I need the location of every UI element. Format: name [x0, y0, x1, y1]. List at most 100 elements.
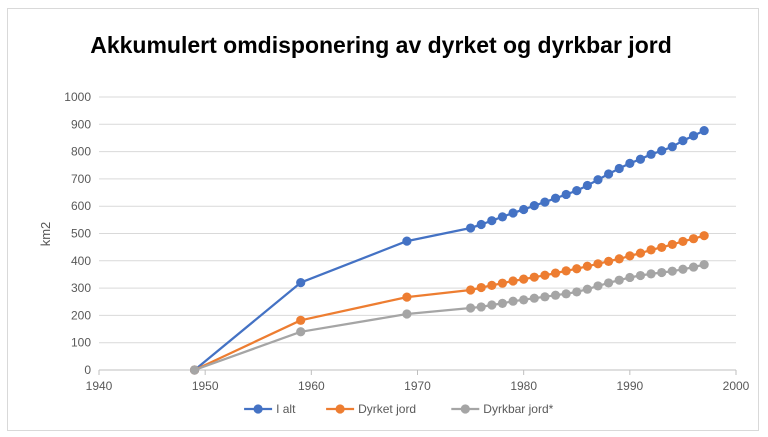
data-point — [189, 365, 200, 375]
data-point — [540, 270, 550, 280]
y-tick-label: 600 — [71, 199, 91, 213]
data-point — [614, 275, 624, 285]
data-point — [550, 193, 561, 203]
x-tick-label: 1950 — [192, 379, 219, 393]
data-point — [678, 264, 688, 274]
legend-marker — [253, 404, 263, 414]
data-point — [572, 186, 582, 196]
legend-label: Dyrkbar jord* — [483, 402, 553, 416]
data-point — [540, 292, 550, 302]
series-2 — [189, 231, 709, 375]
y-tick-label: 0 — [84, 363, 91, 377]
y-axis-label: km2 — [38, 222, 53, 247]
data-point — [497, 298, 508, 308]
data-point — [465, 223, 476, 233]
data-point — [614, 254, 624, 264]
data-point — [646, 245, 656, 255]
data-point — [657, 146, 667, 156]
legend-item: Dyrkbar jord* — [451, 402, 554, 416]
y-tick-label: 700 — [71, 172, 91, 186]
data-point — [476, 302, 486, 312]
data-point — [625, 158, 635, 168]
data-point — [582, 261, 592, 271]
data-point — [667, 266, 677, 276]
data-point — [402, 292, 412, 302]
data-point — [646, 149, 656, 159]
data-point — [635, 154, 646, 164]
legend-item: Dyrket jord — [326, 402, 416, 416]
data-point — [519, 295, 529, 305]
data-point — [678, 236, 688, 247]
series-3 — [189, 260, 709, 375]
data-point — [550, 290, 561, 300]
data-point — [476, 282, 486, 293]
data-point — [561, 266, 571, 276]
data-point — [667, 239, 677, 250]
data-point — [296, 278, 306, 288]
y-tick-label: 900 — [71, 117, 91, 131]
data-point — [529, 201, 539, 211]
x-tick-label: 1970 — [404, 379, 431, 393]
data-point — [678, 136, 688, 146]
y-tick-label: 200 — [71, 308, 91, 322]
series-1 — [189, 125, 709, 375]
x-tick-label: 1940 — [86, 379, 113, 393]
data-point — [604, 256, 614, 266]
data-point — [508, 296, 518, 306]
x-tick-label: 1990 — [616, 379, 643, 393]
data-point — [487, 280, 497, 290]
data-point — [402, 309, 412, 319]
data-point — [550, 268, 561, 278]
legend-label: Dyrket jord — [358, 402, 416, 416]
data-point — [529, 293, 539, 303]
data-point — [657, 242, 667, 253]
data-point — [593, 175, 603, 185]
data-point — [296, 327, 306, 337]
data-point — [688, 262, 699, 272]
x-tick-label: 2000 — [723, 379, 750, 393]
x-tick-label: 1980 — [510, 379, 537, 393]
data-point — [529, 272, 539, 282]
data-point — [604, 278, 614, 288]
data-point — [572, 287, 582, 297]
data-point — [487, 300, 497, 310]
data-point — [519, 204, 529, 215]
y-tick-label: 300 — [71, 281, 91, 295]
data-point — [540, 197, 550, 207]
data-point — [476, 219, 486, 230]
chart-title: Akkumulert omdisponering av dyrket og dy… — [90, 32, 672, 58]
legend-item: I alt — [244, 402, 296, 416]
legend-label: I alt — [276, 402, 296, 416]
y-tick-label: 400 — [71, 254, 91, 268]
data-point — [625, 251, 635, 261]
data-point — [582, 284, 592, 294]
data-point — [508, 276, 518, 286]
data-point — [699, 231, 709, 241]
legend-marker — [460, 404, 470, 414]
data-point — [688, 131, 699, 141]
data-point — [688, 234, 699, 244]
data-point — [497, 212, 508, 222]
data-point — [593, 259, 603, 269]
data-point — [582, 180, 592, 191]
data-point — [572, 264, 582, 274]
data-point — [657, 267, 667, 278]
data-point — [561, 189, 571, 200]
data-point — [465, 285, 476, 295]
data-point — [487, 216, 497, 226]
data-point — [625, 272, 635, 283]
data-point — [508, 208, 518, 218]
data-point — [593, 281, 603, 291]
data-point — [497, 278, 508, 288]
y-tick-label: 1000 — [64, 90, 91, 104]
y-tick-label: 800 — [71, 145, 91, 159]
chart-frame — [7, 8, 759, 431]
data-point — [635, 248, 646, 258]
data-point — [699, 125, 709, 136]
data-point — [519, 274, 529, 284]
data-point — [699, 260, 709, 270]
data-point — [635, 270, 646, 281]
data-point — [667, 142, 677, 152]
legend-marker — [335, 404, 345, 414]
